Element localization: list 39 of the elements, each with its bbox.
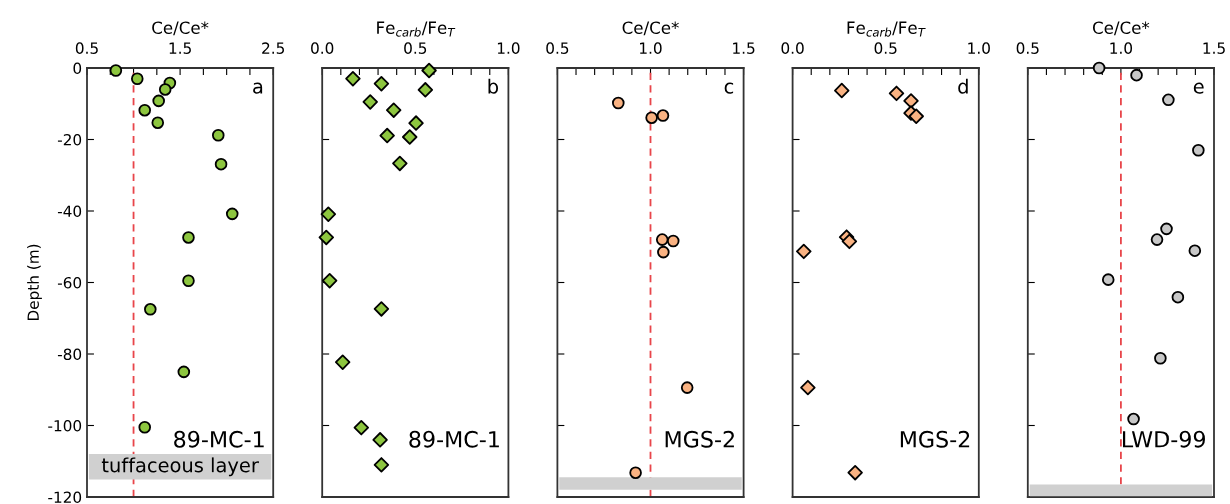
annotation: 89-MC-1 — [409, 430, 499, 448]
x-tick-label: 1.0 — [497, 42, 520, 54]
y-tick-label: -120 — [48, 491, 82, 504]
annotation: MGS-2 — [900, 430, 970, 448]
x-axis-title: Ce/Ce* — [152, 21, 209, 36]
x-tick-label: 1.0 — [640, 42, 662, 54]
x-axis-title: Ce/Ce* — [1092, 21, 1150, 36]
annotation: d — [958, 78, 968, 94]
y-tick-label: -20 — [57, 133, 82, 146]
annotation: LWD-99 — [1123, 430, 1205, 448]
annotation: a — [253, 82, 263, 94]
annotation: MGS-2 — [665, 430, 734, 448]
y-tick-label: -40 — [57, 205, 82, 218]
x-tick-label: 0.5 — [1016, 42, 1039, 54]
x-tick-label: 0.5 — [546, 42, 569, 54]
x-tick-label: 2.5 — [262, 42, 285, 54]
y-tick-label: 0 — [73, 62, 82, 75]
x-tick-label: 0.5 — [75, 42, 98, 54]
y-tick-label: -60 — [57, 276, 82, 289]
x-tick-label: 1.0 — [1110, 42, 1133, 54]
x-tick-label: 1.0 — [968, 42, 990, 54]
x-axis-title: Ce/Ce* — [622, 21, 679, 36]
x-tick-label: 0.0 — [781, 42, 804, 54]
y-axis-title: Depth (m) — [27, 244, 42, 321]
y-tick-label: -80 — [57, 348, 82, 361]
annotation: e — [1193, 82, 1204, 94]
x-tick-label: 1.5 — [1203, 42, 1225, 54]
x-axis-title: Fe$_{carb}$/Fe$_{T}$ — [377, 21, 456, 37]
x-axis-title: Fe$_{carb}$/Fe$_{T}$ — [847, 21, 926, 37]
x-tick-label: 0.5 — [404, 42, 427, 54]
x-tick-label: 1.5 — [169, 42, 191, 54]
annotation: c — [724, 82, 734, 94]
y-tick-label: -100 — [48, 419, 82, 432]
band-label: tuffaceous layer — [101, 457, 259, 477]
x-tick-label: 0.5 — [874, 42, 897, 54]
annotation: b — [488, 78, 499, 94]
x-tick-label: 0.0 — [311, 42, 334, 54]
x-tick-label: 1.5 — [733, 42, 755, 54]
annotation: 89-MC-1 — [174, 430, 264, 448]
